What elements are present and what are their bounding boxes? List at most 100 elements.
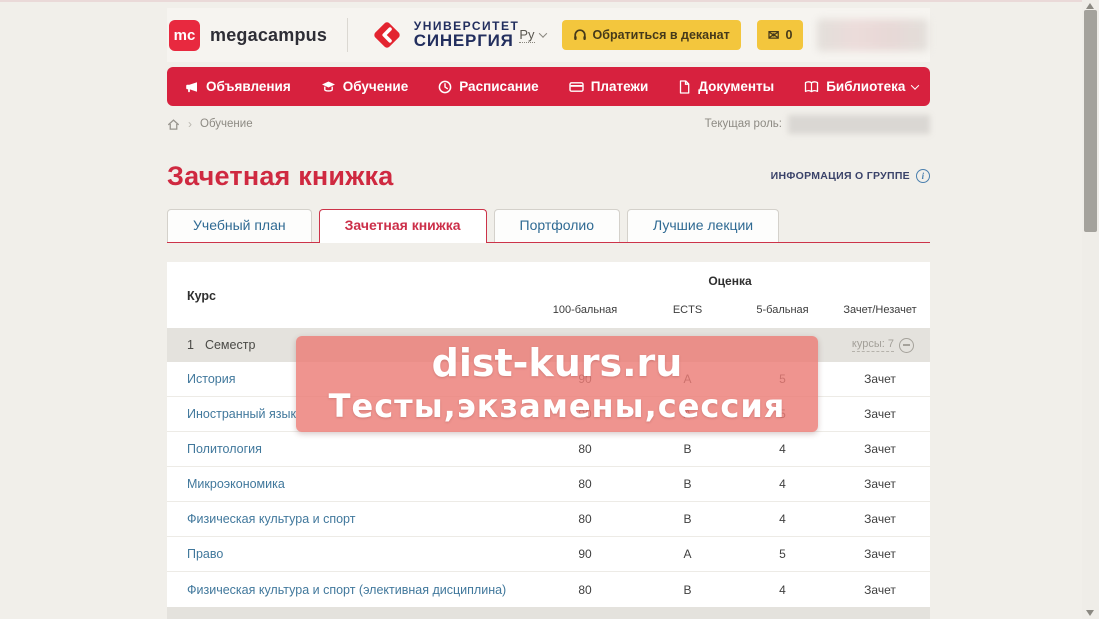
page-title: Зачетная книжка xyxy=(167,160,394,191)
scrollbar-down-arrow-icon[interactable] xyxy=(1086,610,1094,616)
score-5-value: 4 xyxy=(779,512,786,526)
title-row: Зачетная книжка ИНФОРМАЦИЯ О ГРУППЕ i xyxy=(167,155,930,197)
redacted-role-value xyxy=(788,114,930,134)
nav-label: Расписание xyxy=(459,79,539,94)
column-header-grade: Оценка xyxy=(708,274,752,288)
table-row: Микроэкономика 80 B 4 Зачет xyxy=(167,467,930,502)
column-subheaders: 100-бальная ECTS 5-бальная Зачет/Незачет xyxy=(167,304,930,316)
messages-count: 0 xyxy=(785,28,793,42)
megacampus-logo-icon[interactable]: mc xyxy=(169,19,200,51)
header: mc megacampus УНИВЕРСИТЕТ СИНЕРГИЯ Ру Об… xyxy=(167,8,930,62)
redacted-username xyxy=(817,19,928,51)
nav-label: Библиотека xyxy=(826,79,906,94)
contact-dean-button[interactable]: Обратиться в деканат xyxy=(561,20,741,50)
semester-collapse-control[interactable]: курсы: 7 xyxy=(851,337,914,353)
megaphone-icon xyxy=(186,81,197,92)
scrollbar-thumb[interactable] xyxy=(1084,10,1097,232)
score-100-value: 90 xyxy=(578,547,592,561)
subheader-100: 100-бальная xyxy=(552,304,618,316)
score-5-value: 5 xyxy=(779,547,786,561)
synergy-wordmark: УНИВЕРСИТЕТ СИНЕРГИЯ xyxy=(413,18,520,51)
nav-item-schedule[interactable]: Расписание xyxy=(438,79,539,94)
nav-item-education[interactable]: Обучение xyxy=(321,79,408,94)
course-link[interactable]: Иностранный язык xyxy=(187,407,296,421)
score-5-value: 4 xyxy=(779,442,786,456)
tab-gradebook[interactable]: Зачетная книжка xyxy=(318,209,487,243)
home-icon[interactable] xyxy=(167,118,180,131)
credit-status: Зачет xyxy=(864,512,896,526)
language-switcher[interactable]: Ру xyxy=(519,27,547,43)
course-link[interactable]: Физическая культура и спорт xyxy=(187,512,356,526)
score-ects-value: A xyxy=(683,547,692,561)
nav-label: Объявления xyxy=(206,79,291,94)
card-icon xyxy=(568,81,584,92)
chevron-down-icon xyxy=(911,80,920,90)
nav-item-documents[interactable]: Документы xyxy=(678,79,774,94)
subheader-5: 5-бальная xyxy=(756,304,809,316)
scrollbar-up-arrow-icon[interactable] xyxy=(1086,3,1094,9)
score-5-value: 4 xyxy=(779,477,786,491)
window-top-edge xyxy=(0,0,1099,2)
messages-button[interactable]: ✉ 0 xyxy=(756,20,804,50)
score-ects-value: B xyxy=(683,442,692,456)
course-link[interactable]: Микроэкономика xyxy=(187,477,285,491)
next-semester-row-partial xyxy=(167,607,930,619)
group-info-link[interactable]: ИНФОРМАЦИЯ О ГРУППЕ i xyxy=(771,169,930,183)
semester-number: 1 xyxy=(187,338,194,352)
nav-item-payments[interactable]: Платежи xyxy=(568,79,649,94)
score-5-value: 4 xyxy=(779,582,786,597)
headset-icon xyxy=(573,29,586,40)
envelope-icon: ✉ xyxy=(767,27,780,43)
breadcrumb: › Обучение Текущая роль: xyxy=(167,112,930,136)
subheader-credit: Зачет/Незачет xyxy=(843,304,917,316)
tab-bar: Учебный план Зачетная книжка Портфолио Л… xyxy=(167,209,930,243)
nav-item-library[interactable]: Библиотека xyxy=(804,79,920,94)
credit-status: Зачет xyxy=(864,442,896,456)
watermark-site: dist-kurs.ru xyxy=(431,341,683,385)
watermark-tagline: Тесты,экзамены,сессия xyxy=(328,387,786,425)
scrollbar[interactable] xyxy=(1082,0,1099,619)
tab-best-lectures[interactable]: Лучшие лекции xyxy=(627,209,780,242)
synergy-diamond-icon xyxy=(374,22,400,48)
clock-icon xyxy=(438,80,452,93)
credit-status: Зачет xyxy=(864,372,896,386)
score-ects-value: B xyxy=(683,582,692,597)
watermark-overlay: dist-kurs.ru Тесты,экзамены,сессия xyxy=(296,336,818,432)
contact-dean-label: Обратиться в деканат xyxy=(592,28,730,42)
course-link[interactable]: Право xyxy=(187,547,224,561)
credit-status: Зачет xyxy=(864,547,896,561)
column-header-course: Курс xyxy=(187,289,217,303)
synergy-logo[interactable]: УНИВЕРСИТЕТ СИНЕРГИЯ xyxy=(368,16,520,54)
main-navigation: Объявления Обучение Расписание Платежи Д… xyxy=(167,67,930,106)
score-100-value: 80 xyxy=(578,512,592,526)
current-role-label: Текущая роль: xyxy=(704,118,782,130)
current-role: Текущая роль: xyxy=(704,114,930,134)
nav-label: Обучение xyxy=(342,79,409,94)
nav-label: Платежи xyxy=(590,79,649,94)
chevron-down-icon xyxy=(538,29,547,38)
table-row: Физическая культура и спорт 80 B 4 Зачет xyxy=(167,502,930,537)
breadcrumb-separator: › xyxy=(188,117,192,131)
tab-curriculum[interactable]: Учебный план xyxy=(167,209,312,242)
course-link[interactable]: Политология xyxy=(187,442,262,456)
course-link[interactable]: История xyxy=(187,372,236,386)
subheader-ects: ECTS xyxy=(672,304,703,316)
nav-item-announcements[interactable]: Объявления xyxy=(185,79,291,94)
header-divider xyxy=(347,18,348,52)
language-label: Ру xyxy=(519,27,535,43)
course-link[interactable]: Физическая культура и спорт (элективная … xyxy=(187,582,507,597)
breadcrumb-item-education[interactable]: Обучение xyxy=(200,118,253,130)
score-100-value: 80 xyxy=(578,582,592,597)
info-icon: i xyxy=(916,169,930,183)
brand-name: megacampus xyxy=(210,24,328,45)
credit-status: Зачет xyxy=(864,477,896,491)
graduation-cap-icon xyxy=(321,81,335,92)
credit-status: Зачет xyxy=(864,407,896,421)
nav-label: Документы xyxy=(698,79,775,94)
tab-portfolio[interactable]: Портфолио xyxy=(493,209,621,242)
score-ects-value: B xyxy=(683,512,692,526)
courses-count-label: курсы: 7 xyxy=(851,338,894,352)
collapse-minus-icon xyxy=(899,337,914,353)
table-row: Физическая культура и спорт (элективная … xyxy=(167,572,930,607)
table-row: Право 90 A 5 Зачет xyxy=(167,537,930,572)
